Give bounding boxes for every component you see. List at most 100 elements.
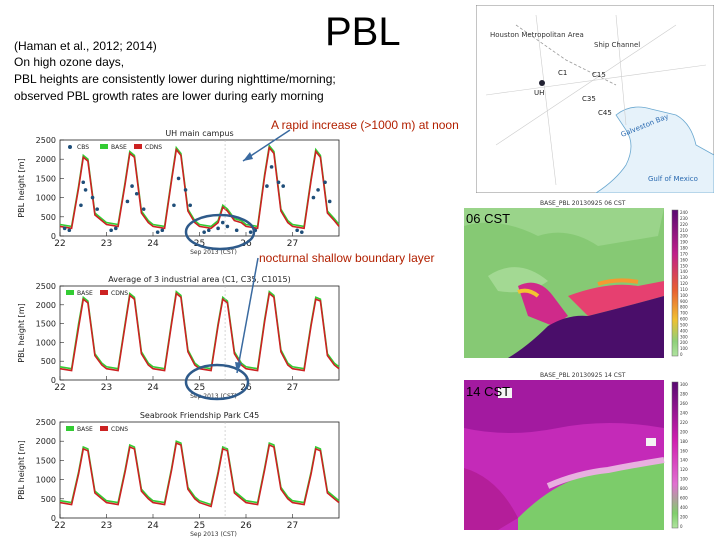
legend-marker bbox=[68, 145, 72, 149]
series-point-cbs bbox=[67, 228, 72, 233]
colorbar-label: 0 bbox=[680, 352, 683, 357]
colorbar-label: 2200 bbox=[680, 420, 688, 425]
series-point-cbs bbox=[276, 180, 281, 185]
colorbar-label: 400 bbox=[680, 505, 688, 510]
chart-title: UH main campus bbox=[165, 129, 233, 138]
colorbar-label: 1400 bbox=[680, 269, 688, 274]
x-tick-label: 22 bbox=[54, 383, 65, 393]
x-tick-label: 25 bbox=[194, 383, 205, 393]
colorbar-label: 2200 bbox=[680, 222, 688, 227]
map-time-label: 06 CST bbox=[466, 211, 511, 226]
y-tick-label: 2000 bbox=[36, 301, 56, 310]
series-point-cbs bbox=[160, 228, 165, 233]
series-point-cbs bbox=[183, 188, 188, 192]
y-tick-label: 2500 bbox=[36, 418, 56, 427]
description-line: PBL heights are consistently lower durin… bbox=[14, 72, 336, 86]
map-label: UH bbox=[534, 89, 544, 97]
y-tick-label: 1500 bbox=[36, 456, 56, 465]
map-label: C35 bbox=[582, 95, 596, 103]
colorbar-label: 400 bbox=[680, 328, 688, 333]
x-axis-label: Sep 2013 (CST) bbox=[190, 393, 237, 400]
legend-entry: CDNS bbox=[145, 144, 162, 151]
x-tick-label: 24 bbox=[147, 239, 159, 249]
colorbar-label: 1600 bbox=[680, 448, 688, 453]
y-axis-label: PBL height [m] bbox=[17, 303, 26, 362]
series-point-cbs bbox=[81, 180, 86, 185]
legend-entry: CDNS bbox=[111, 426, 128, 433]
map-label: C45 bbox=[598, 109, 612, 117]
series-line-cdns bbox=[59, 441, 340, 508]
colorbar-label: 200 bbox=[680, 340, 688, 345]
colorbar-label: 1000 bbox=[680, 293, 688, 298]
legend-swatch bbox=[100, 426, 108, 431]
x-tick-label: 26 bbox=[240, 383, 252, 393]
citation: (Haman et al., 2012; 2014) bbox=[14, 39, 157, 53]
colorbar-label: 2800 bbox=[680, 391, 688, 396]
legend-swatch bbox=[66, 426, 74, 431]
colorbar-label: 900 bbox=[680, 299, 688, 304]
y-tick-label: 1500 bbox=[36, 320, 56, 329]
legend-swatch bbox=[66, 290, 74, 295]
colorbar-label: 2600 bbox=[680, 401, 688, 406]
x-tick-label: 27 bbox=[287, 383, 298, 393]
chart-title: Average of 3 industrial area (C1, C35, C… bbox=[108, 275, 290, 284]
y-axis-label: PBL height [m] bbox=[17, 158, 26, 217]
series-point-cbs bbox=[269, 165, 274, 169]
map-label: Gulf of Mexico bbox=[648, 175, 698, 183]
series-line-base bbox=[59, 440, 340, 506]
y-tick-label: 2500 bbox=[36, 282, 56, 291]
annotation-nocturnal: nocturnal shallow boundary layer bbox=[259, 251, 435, 265]
legend-swatch bbox=[100, 290, 108, 295]
colorbar-label: 1200 bbox=[680, 467, 688, 472]
legend-entry: BASE bbox=[77, 290, 93, 297]
colorbar-label: 1200 bbox=[680, 281, 688, 286]
x-tick-label: 23 bbox=[101, 239, 112, 249]
series-point-cbs bbox=[253, 228, 258, 233]
y-tick-label: 0 bbox=[51, 376, 56, 385]
colorbar-label: 1400 bbox=[680, 458, 688, 463]
colorbar-label: 600 bbox=[680, 496, 688, 501]
series-point-cbs bbox=[265, 184, 269, 188]
colorbar-label: 200 bbox=[680, 515, 688, 520]
series-point-cbs bbox=[220, 220, 225, 225]
series-point-cbs bbox=[234, 228, 239, 233]
x-tick-label: 24 bbox=[147, 521, 159, 531]
colorbar-label: 1300 bbox=[680, 275, 688, 280]
x-tick-label: 22 bbox=[54, 239, 65, 249]
series-point-cbs bbox=[155, 230, 160, 234]
x-tick-label: 23 bbox=[101, 383, 112, 393]
colorbar-label: 1000 bbox=[680, 477, 688, 482]
y-tick-label: 500 bbox=[41, 495, 56, 504]
map-label: Ship Channel bbox=[594, 41, 640, 49]
y-tick-label: 500 bbox=[41, 213, 56, 222]
description-line: observed PBL growth rates are lower duri… bbox=[14, 89, 324, 103]
colorbar-label: 1900 bbox=[680, 240, 688, 245]
series-point-cbs bbox=[295, 228, 299, 233]
y-tick-label: 2500 bbox=[36, 136, 56, 145]
colorbar-label: 1500 bbox=[680, 263, 688, 268]
colorbar-label: 2100 bbox=[680, 228, 688, 233]
y-tick-label: 500 bbox=[41, 357, 56, 366]
x-tick-label: 27 bbox=[287, 521, 298, 531]
x-tick-label: 27 bbox=[287, 239, 298, 249]
series-point-cbs bbox=[141, 207, 146, 211]
chart-uh-main-campus: UH main campus 0 500 1000 1500 2000 2500 22 23 24… bbox=[17, 129, 340, 256]
colorbar-labels: 2400230022002100200019001800170016001500… bbox=[680, 210, 688, 357]
colorbar-label: 1800 bbox=[680, 246, 688, 251]
colorbar-label: 2000 bbox=[680, 429, 688, 434]
colorbar-label: 1700 bbox=[680, 251, 688, 256]
series-point-cbs bbox=[172, 203, 176, 208]
y-tick-label: 2000 bbox=[36, 437, 56, 446]
series-point-cbs bbox=[90, 195, 95, 200]
y-tick-label: 1000 bbox=[36, 194, 56, 203]
x-axis-label: Sep 2013 (CST) bbox=[190, 249, 237, 256]
colorbar-label: 2000 bbox=[680, 234, 688, 239]
x-tick-label: 26 bbox=[240, 521, 252, 531]
series-point-cbs bbox=[114, 226, 118, 231]
colorbar-label: 600 bbox=[680, 317, 688, 322]
uh-marker bbox=[539, 80, 545, 86]
map-time-label: 14 CST bbox=[466, 384, 511, 399]
series-point-cbs bbox=[323, 180, 327, 185]
map-title: BASE_PBL 20130925 14 CST bbox=[540, 372, 626, 379]
colorbar-label: 700 bbox=[680, 311, 688, 316]
